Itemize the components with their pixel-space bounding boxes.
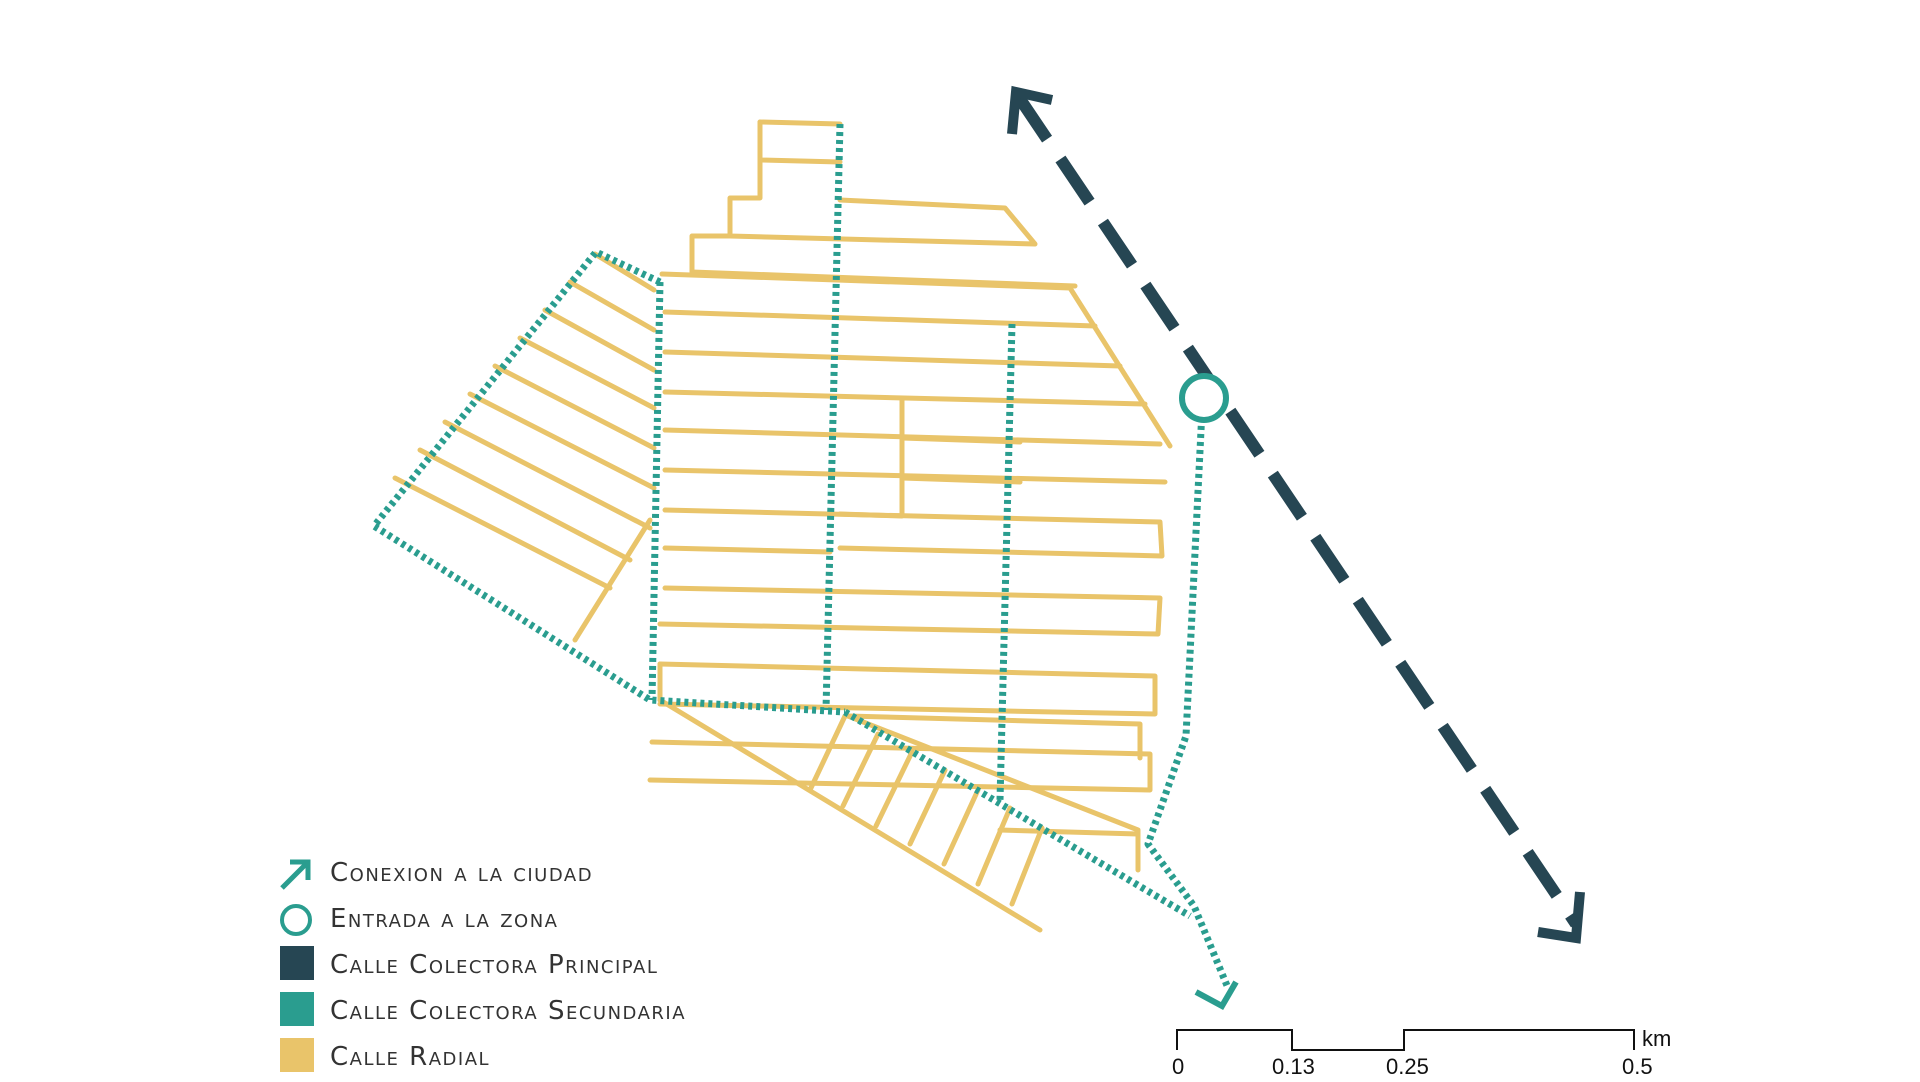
radial-street — [975, 805, 1013, 887]
radial-street — [1009, 825, 1045, 907]
radial-street — [492, 363, 657, 451]
radial-street — [567, 279, 657, 333]
radial-street — [757, 119, 843, 165]
radial-street — [689, 233, 1078, 289]
secondary-street — [843, 708, 1192, 920]
radial-street — [837, 397, 905, 519]
radial-street — [662, 545, 833, 555]
arrow-icon — [280, 859, 311, 890]
radial-street — [417, 447, 633, 563]
radial-street — [662, 389, 1148, 407]
radial-street — [899, 475, 1023, 485]
radial-street — [873, 749, 915, 829]
radial-street — [757, 119, 843, 127]
legend-label: Entrada a la zona — [330, 904, 559, 934]
secondary-collector-streets — [370, 123, 1232, 990]
radial-street — [907, 767, 948, 847]
secondary-street — [822, 123, 844, 711]
radial-street — [662, 349, 1123, 369]
scale-tick-label: 0.13 — [1272, 1054, 1315, 1079]
city-connection-arrowhead — [1194, 980, 1239, 1011]
zone-entrance-marker — [1179, 373, 1229, 423]
radial-street — [840, 731, 881, 809]
scale-unit-label: km — [1642, 1026, 1672, 1051]
primary-collector-street — [1007, 85, 1585, 944]
secondary-street — [370, 248, 846, 716]
radial-street — [997, 827, 1141, 837]
radial-street — [899, 435, 1023, 445]
radial-street — [517, 335, 657, 411]
radial-street — [662, 507, 1165, 559]
arrowhead-bottom — [1537, 891, 1585, 944]
radial-street — [442, 419, 653, 531]
secondary-street — [1144, 409, 1232, 990]
scale-bar-graphic — [1176, 1029, 1635, 1051]
scale-bar: 0 0.13 0.25 0.5 km — [1172, 1020, 1682, 1079]
radial-streets — [392, 119, 1173, 933]
secondary-swatch — [280, 992, 314, 1026]
secondary-street — [648, 281, 664, 701]
secondary-street — [996, 323, 1016, 801]
radial-street — [657, 697, 1043, 933]
circle-icon — [280, 904, 312, 936]
principal-swatch — [280, 946, 314, 980]
radial-street — [572, 517, 653, 643]
radial-street — [807, 713, 848, 793]
radial-street — [392, 475, 613, 591]
radial-street — [659, 271, 1173, 449]
radial-street — [657, 661, 1158, 717]
scale-tick-label: 0.5 — [1622, 1054, 1653, 1079]
scale-tick-label: 0 — [1172, 1054, 1185, 1079]
scale-tick-label: 0.25 — [1386, 1054, 1429, 1079]
legend-label: Conexion a la ciudad — [330, 858, 594, 888]
radial-street — [662, 309, 1098, 329]
radial-street — [727, 157, 1038, 247]
radial-street — [467, 391, 657, 491]
radial-street — [941, 787, 981, 867]
radial-street — [647, 739, 1153, 793]
radial-swatch — [280, 1038, 314, 1072]
legend-label: Calle Colectora Principal — [330, 950, 659, 980]
radial-street — [657, 585, 1163, 637]
legend-label: Calle Radial — [330, 1042, 491, 1072]
radial-street — [845, 713, 1143, 761]
radial-street — [845, 713, 1141, 873]
arrowhead-top — [1007, 85, 1054, 135]
radial-street — [542, 307, 657, 373]
legend-label: Calle Colectora Secundaria — [330, 996, 687, 1026]
